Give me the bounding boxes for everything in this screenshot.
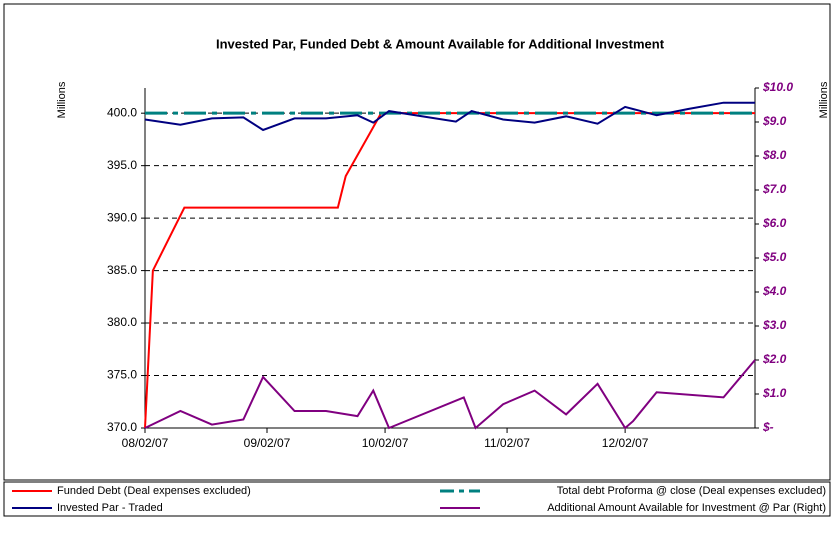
y2-axis-label: Millions: [818, 81, 830, 118]
y2-tick-label: $2.0: [762, 352, 787, 366]
legend-label: Total debt Proforma @ close (Deal expens…: [557, 485, 826, 497]
legend-label: Funded Debt (Deal expenses excluded): [57, 485, 251, 497]
y-tick-label: 390.0: [107, 210, 137, 224]
chart-title: Invested Par, Funded Debt & Amount Avail…: [216, 36, 665, 51]
y-tick-label: 395.0: [107, 158, 137, 172]
x-tick-label: 11/02/07: [484, 436, 530, 450]
y2-tick-label: $5.0: [762, 250, 787, 264]
y2-tick-label: $8.0: [762, 148, 787, 162]
y2-tick-label: $6.0: [762, 216, 787, 230]
y-tick-label: 370.0: [107, 420, 137, 434]
y-tick-label: 400.0: [107, 105, 137, 119]
y2-tick-label: $7.0: [762, 182, 787, 196]
y-tick-label: 375.0: [107, 368, 137, 382]
x-tick-label: 12/02/07: [602, 436, 649, 450]
y2-tick-label: $-: [762, 420, 774, 434]
series-line: [144, 101, 755, 132]
series-line: [144, 359, 756, 430]
legend-label: Additional Amount Available for Investme…: [547, 502, 826, 514]
y-tick-label: 380.0: [107, 315, 137, 329]
legend-box: [3, 481, 831, 517]
y2-tick-label: $4.0: [762, 284, 787, 298]
y2-tick-label: $1.0: [762, 386, 787, 400]
y2-tick-label: $9.0: [762, 114, 787, 128]
y-axis-label: Millions: [56, 81, 68, 118]
legend-label: Invested Par - Traded: [57, 502, 163, 514]
chart-border: [3, 3, 831, 481]
y2-tick-label: $3.0: [762, 318, 787, 332]
x-tick-label: 08/02/07: [122, 436, 169, 450]
y2-tick-label: $10.0: [762, 80, 793, 94]
y-tick-label: 385.0: [107, 263, 137, 277]
x-tick-label: 09/02/07: [244, 436, 291, 450]
x-tick-label: 10/02/07: [362, 436, 409, 450]
